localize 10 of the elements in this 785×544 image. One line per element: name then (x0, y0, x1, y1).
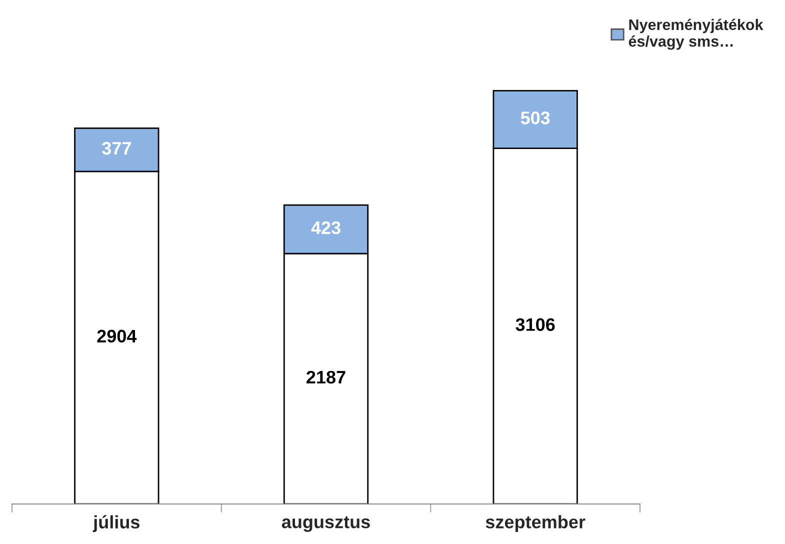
data-label: 3106 (516, 318, 555, 332)
x-tick-label: szeptember (486, 515, 586, 532)
data-label: 2904 (97, 330, 137, 343)
data-label: 503 (520, 112, 550, 124)
x-tick-label: július (92, 515, 140, 532)
legend-label: Nyereményjátékok és/vagy sms… (628, 18, 764, 50)
x-tick-label: augusztus (282, 516, 370, 532)
data-label: 377 (102, 142, 131, 155)
data-label: 423 (311, 221, 340, 234)
data-label: 2187 (306, 370, 346, 384)
